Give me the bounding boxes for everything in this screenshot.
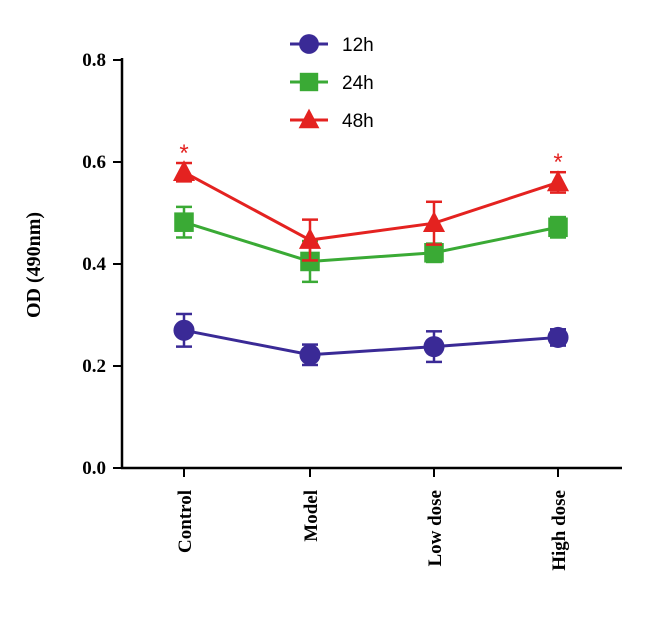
series-12h	[173, 312, 569, 367]
series-line	[183, 220, 559, 263]
data-point	[299, 344, 321, 366]
legend: 12h 24h 48h	[290, 34, 374, 132]
annotations: * *	[179, 140, 562, 176]
data-point	[546, 170, 570, 192]
data-point	[424, 243, 444, 263]
data-point	[422, 211, 446, 232]
y-tick-label: 0.4	[82, 254, 106, 275]
legend-label: 12h	[342, 35, 374, 56]
legend-marker	[299, 34, 319, 54]
legend-label: 24h	[342, 73, 374, 94]
y-tick-label: 0.0	[82, 458, 106, 479]
data-point	[298, 227, 322, 249]
data-point	[547, 326, 569, 348]
legend-label: 48h	[342, 111, 374, 132]
y-tick-label: 0.8	[82, 50, 106, 71]
x-category-label: Control	[175, 490, 196, 553]
data-point	[172, 160, 196, 181]
series-24h	[174, 205, 568, 284]
y-tick-label: 0.2	[82, 356, 106, 377]
x-category-label: High dose	[549, 490, 570, 571]
legend-marker	[299, 72, 319, 92]
data-point	[173, 319, 195, 341]
significance-star: *	[553, 149, 562, 176]
legend-item-12h: 12h	[290, 34, 374, 56]
x-category-label: Low dose	[425, 490, 446, 567]
legend-item-24h: 24h	[290, 72, 374, 94]
y-tick-label: 0.6	[82, 152, 106, 173]
x-ticks: Control Model Low dose High dose	[175, 468, 570, 571]
y-axis-title: OD (490nm)	[23, 212, 45, 318]
significance-star: *	[179, 140, 188, 167]
series-line	[183, 328, 559, 357]
legend-item-48h: 48h	[290, 108, 374, 132]
data-point	[174, 212, 194, 232]
series-48h	[172, 160, 570, 262]
series-group	[172, 160, 570, 367]
y-ticks: 0.0 0.2 0.4 0.6 0.8	[82, 50, 122, 479]
series-line	[183, 170, 559, 242]
legend-marker	[298, 108, 320, 129]
data-point	[423, 336, 445, 358]
data-point	[548, 217, 568, 238]
x-category-label: Model	[301, 490, 322, 542]
